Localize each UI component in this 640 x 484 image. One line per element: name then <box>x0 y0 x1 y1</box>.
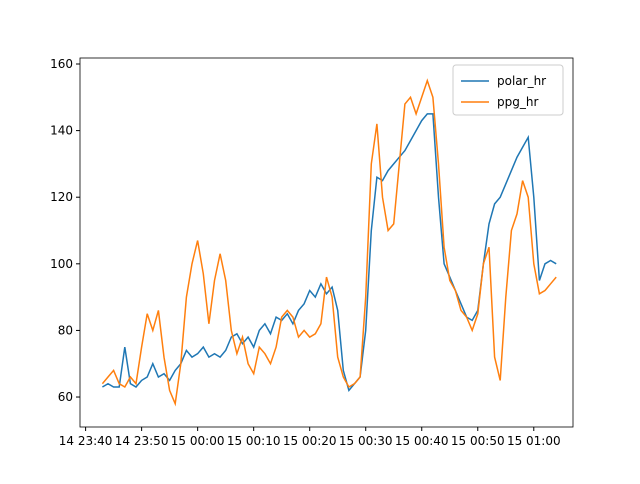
legend-label: ppg_hr <box>497 95 538 109</box>
x-tick-label: 15 01:00 <box>507 434 561 448</box>
x-tick-label: 15 00:30 <box>339 434 393 448</box>
x-tick-label: 14 23:50 <box>115 434 169 448</box>
x-tick-label: 15 00:10 <box>227 434 281 448</box>
x-tick-label: 15 00:00 <box>171 434 225 448</box>
plot-frame <box>79 57 574 428</box>
y-tick-label: 80 <box>58 323 73 337</box>
y-tick-label: 120 <box>50 190 73 204</box>
legend-label: polar_hr <box>497 74 546 88</box>
y-tick-label: 100 <box>50 257 73 271</box>
x-tick-label: 15 00:40 <box>395 434 449 448</box>
x-tick-label: 15 00:50 <box>451 434 505 448</box>
line-series <box>101 78 557 407</box>
y-tick-label: 140 <box>50 124 73 138</box>
y-tick-label: 160 <box>50 57 73 71</box>
x-tick-label: 15 00:20 <box>283 434 337 448</box>
y-tick-label: 60 <box>58 390 73 404</box>
x-tick-label: 14 23:40 <box>59 434 113 448</box>
